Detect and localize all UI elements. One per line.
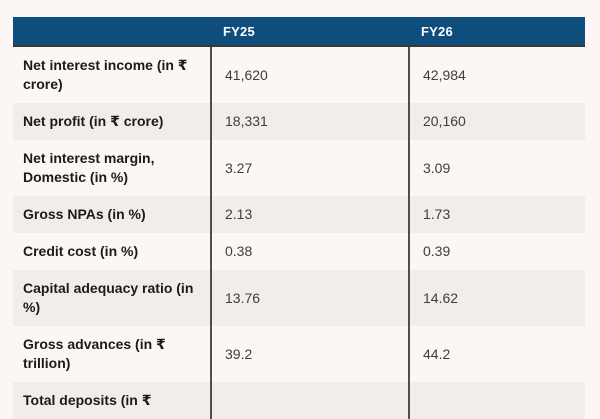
cell-fy26 [408, 382, 585, 419]
cell-fy26: 44.2 [408, 326, 585, 382]
financial-comparison-table: FY25 FY26 Net interest income (in ₹ cror… [13, 17, 585, 419]
table-row: Net interest margin, Domestic (in %) 3.2… [13, 140, 585, 196]
row-label: Gross NPAs (in %) [23, 206, 146, 222]
cell-fy26: 3.09 [408, 140, 585, 196]
row-label: Credit cost (in %) [23, 243, 139, 259]
cell-fy26: 0.39 [408, 233, 585, 270]
table-row: Credit cost (in %) 0.38 0.39 [13, 233, 585, 270]
header-cell-fy25: FY25 [223, 23, 255, 39]
cell-fy25: 3.27 [210, 140, 408, 196]
table-row: Net interest income (in ₹ crore) 41,620 … [13, 47, 585, 103]
row-label: Net interest margin, Domestic (in %) [23, 150, 155, 185]
cell-fy26: 42,984 [408, 47, 585, 103]
row-label: Total deposits (in ₹ [23, 392, 152, 408]
cell-fy25: 13.76 [210, 270, 408, 326]
cell-fy25: 2.13 [210, 196, 408, 233]
table-header-row: FY25 FY26 [13, 17, 585, 47]
table-row: Net profit (in ₹ crore) 18,331 20,160 [13, 103, 585, 140]
table-row: Gross NPAs (in %) 2.13 1.73 [13, 196, 585, 233]
row-label: Net profit (in ₹ crore) [23, 113, 164, 129]
row-label: Gross advances (in ₹ trillion) [23, 336, 166, 371]
table-row: Total deposits (in ₹ [13, 382, 585, 419]
row-label: Capital adequacy ratio (in %) [23, 280, 194, 315]
cell-fy25: 0.38 [210, 233, 408, 270]
row-label: Net interest income (in ₹ crore) [23, 57, 188, 92]
cell-fy25: 41,620 [210, 47, 408, 103]
cell-fy26: 1.73 [408, 196, 585, 233]
cell-fy25 [210, 382, 408, 419]
header-cell-fy26: FY26 [421, 23, 453, 39]
table-row: Gross advances (in ₹ trillion) 39.2 44.2 [13, 326, 585, 382]
cell-fy26: 20,160 [408, 103, 585, 140]
table-row: Capital adequacy ratio (in %) 13.76 14.6… [13, 270, 585, 326]
cell-fy25: 39.2 [210, 326, 408, 382]
cell-fy25: 18,331 [210, 103, 408, 140]
cell-fy26: 14.62 [408, 270, 585, 326]
table-body: Net interest income (in ₹ crore) 41,620 … [13, 47, 585, 419]
